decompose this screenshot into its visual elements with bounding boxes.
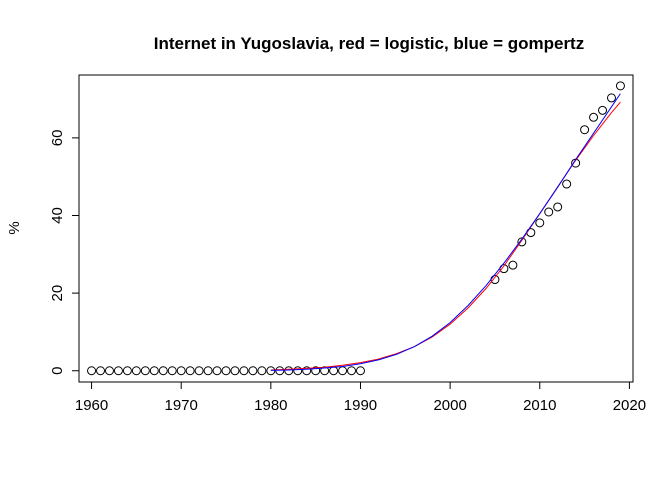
data-point: [293, 366, 303, 376]
data-point: [517, 237, 527, 247]
data-point: [562, 179, 572, 189]
y-tick-label: 40: [49, 207, 66, 224]
data-point: [113, 366, 123, 376]
x-tick-label: 2000: [433, 397, 466, 414]
data-point: [158, 366, 168, 376]
data-point: [194, 366, 204, 376]
data-point: [535, 218, 545, 228]
data-point: [149, 366, 159, 376]
data-point: [185, 366, 195, 376]
x-axis: 1960 1970 1980 1990 2000 2010 2020: [75, 381, 646, 414]
y-tick-label: 60: [49, 130, 66, 147]
data-point: [203, 366, 213, 376]
data-point: [140, 366, 150, 376]
x-tick-label: 2010: [523, 397, 556, 414]
data-point: [131, 366, 141, 376]
plot-frame: [78, 74, 634, 383]
data-point: [257, 366, 267, 376]
data-point: [239, 366, 249, 376]
gompertz-curve: [270, 93, 621, 371]
data-point: [248, 366, 258, 376]
y-tick-label: 0: [49, 367, 66, 375]
data-point: [598, 105, 608, 115]
data-point: [580, 125, 590, 135]
data-point: [230, 366, 240, 376]
x-tick-label: 1990: [344, 397, 377, 414]
data-point: [221, 366, 231, 376]
data-point: [167, 366, 177, 376]
y-tick-label: 20: [49, 285, 66, 302]
x-tick-label: 1980: [254, 397, 287, 414]
x-tick-label: 2020: [613, 397, 646, 414]
data-point: [96, 366, 106, 376]
data-point: [508, 260, 518, 270]
data-point: [320, 366, 330, 376]
data-point: [302, 366, 312, 376]
data-point: [104, 366, 114, 376]
data-point: [122, 366, 132, 376]
data-point: [606, 93, 616, 103]
data-point: [355, 366, 365, 376]
y-axis-label: %: [6, 221, 23, 234]
x-tick-label: 1960: [75, 397, 108, 414]
data-point: [615, 81, 625, 91]
data-point: [553, 202, 563, 212]
data-point: [544, 207, 554, 217]
data-point: [212, 366, 222, 376]
x-tick-label: 1970: [165, 397, 198, 414]
chart-title: Internet in Yugoslavia, red = logistic, …: [154, 34, 584, 53]
data-point: [347, 366, 357, 376]
series-layer: [87, 81, 625, 376]
data-point: [338, 366, 348, 376]
y-axis: 0 20 40 60: [49, 130, 80, 375]
data-point: [311, 366, 321, 376]
logistic-curve: [270, 101, 621, 371]
data-point: [176, 366, 186, 376]
data-point: [284, 366, 294, 376]
data-point: [589, 112, 599, 122]
data-point: [87, 366, 97, 376]
